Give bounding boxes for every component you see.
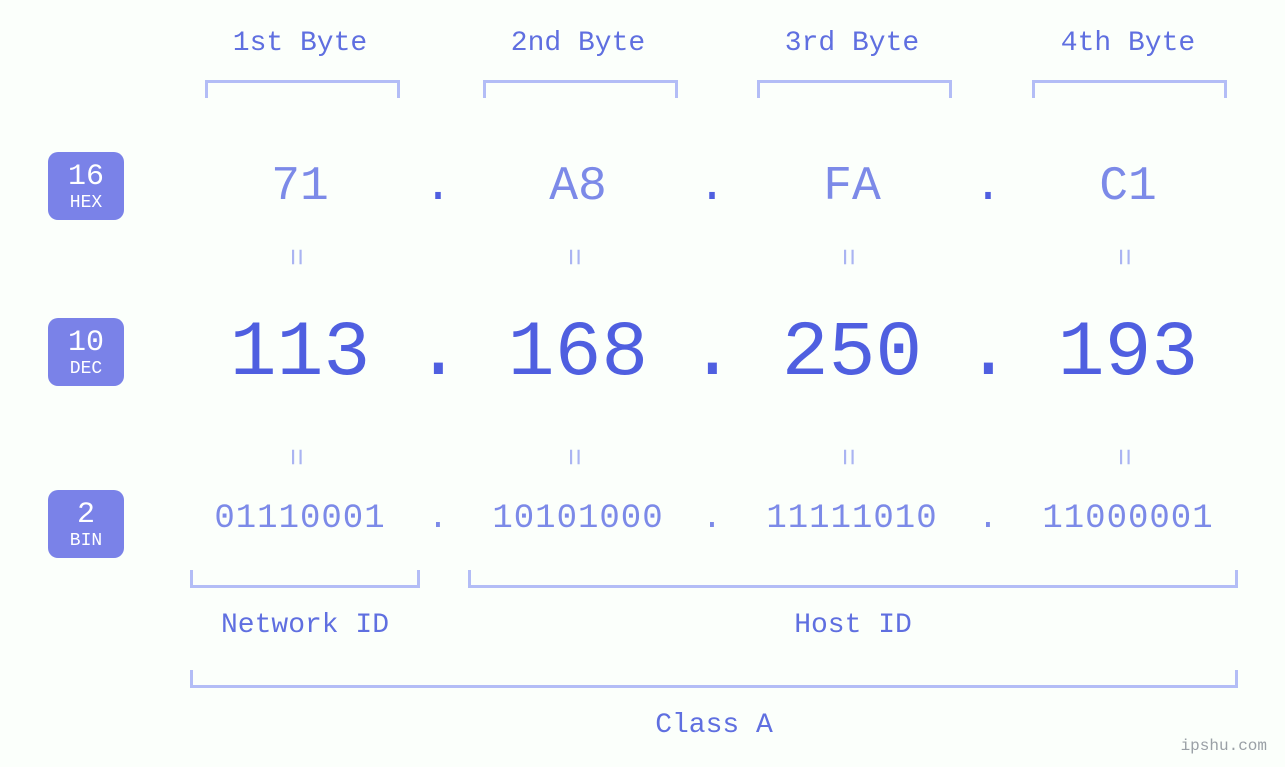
byte-label-4: 4th Byte [1028,28,1228,59]
bin-dot-1: . [420,500,456,538]
hex-dot-3: . [968,160,1008,214]
eq-hex-dec-1: = [277,248,311,266]
badge-dec-label: DEC [48,360,124,378]
bin-dot-2: . [694,500,730,538]
bracket-top-2 [483,80,678,98]
dec-byte-2: 168 [458,310,698,398]
badge-bin-label: BIN [48,532,124,550]
eq-hex-dec-3: = [829,248,863,266]
eq-dec-bin-4: = [1105,448,1139,466]
bin-byte-1: 01110001 [185,500,415,538]
label-class: Class A [190,710,1238,741]
badge-bin-base: 2 [48,500,124,530]
eq-dec-bin-2: = [555,448,589,466]
badge-hex-base: 16 [48,162,124,192]
byte-label-1: 1st Byte [200,28,400,59]
dec-dot-1: . [415,310,461,398]
byte-label-3: 3rd Byte [752,28,952,59]
hex-byte-1: 71 [200,160,400,214]
eq-hex-dec-2: = [555,248,589,266]
bracket-top-1 [205,80,400,98]
badge-hex: 16 HEX [48,152,124,220]
badge-hex-label: HEX [48,194,124,212]
bin-dot-3: . [970,500,1006,538]
badge-dec-base: 10 [48,328,124,358]
watermark: ipshu.com [1181,737,1267,755]
bin-byte-4: 11000001 [1013,500,1243,538]
eq-hex-dec-4: = [1105,248,1139,266]
hex-dot-2: . [692,160,732,214]
byte-label-2: 2nd Byte [478,28,678,59]
bin-byte-3: 11111010 [737,500,967,538]
dec-byte-4: 193 [1008,310,1248,398]
eq-dec-bin-3: = [829,448,863,466]
bracket-top-3 [757,80,952,98]
hex-byte-2: A8 [478,160,678,214]
eq-dec-bin-1: = [277,448,311,466]
dec-dot-2: . [689,310,735,398]
dec-byte-1: 113 [180,310,420,398]
hex-byte-3: FA [752,160,952,214]
label-host-id: Host ID [468,610,1238,641]
label-network-id: Network ID [190,610,420,641]
dec-dot-3: . [965,310,1011,398]
bracket-host-id [468,570,1238,588]
bracket-top-4 [1032,80,1227,98]
hex-dot-1: . [418,160,458,214]
bin-byte-2: 10101000 [463,500,693,538]
bracket-class [190,670,1238,688]
badge-dec: 10 DEC [48,318,124,386]
hex-byte-4: C1 [1028,160,1228,214]
badge-bin: 2 BIN [48,490,124,558]
bracket-network-id [190,570,420,588]
dec-byte-3: 250 [732,310,972,398]
